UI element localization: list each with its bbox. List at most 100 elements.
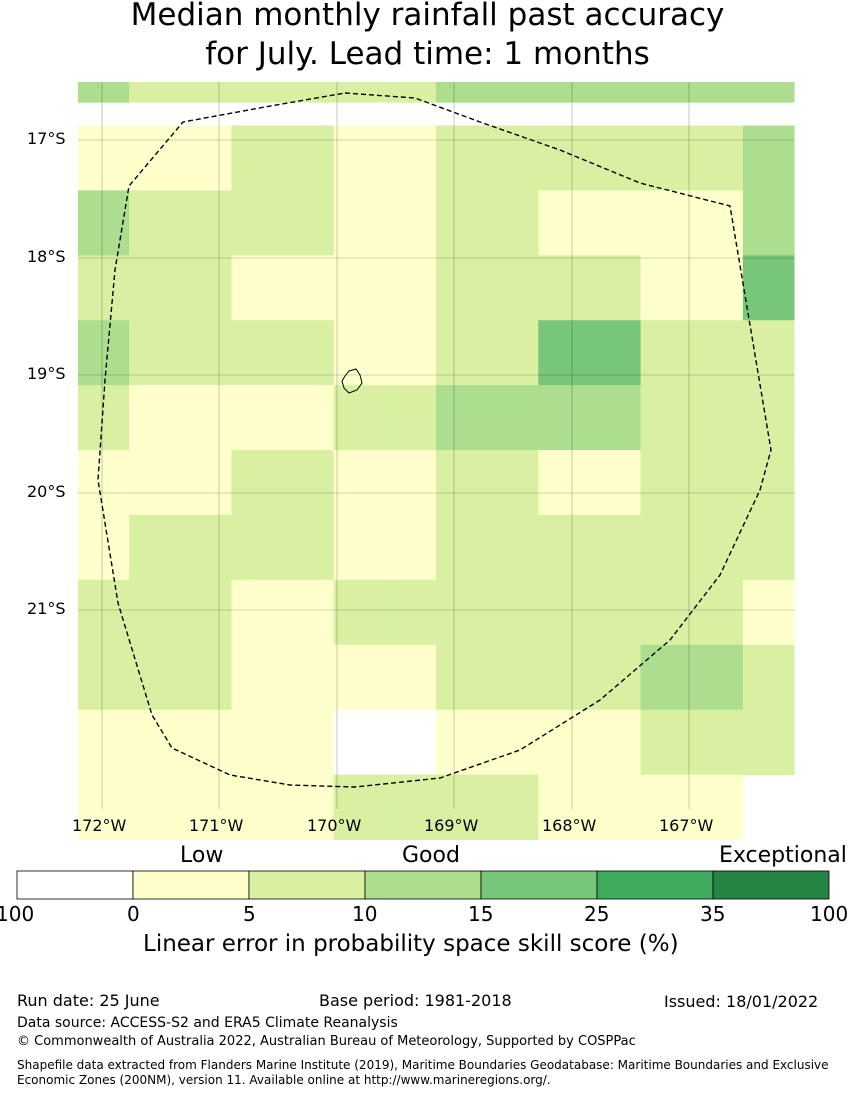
skill-grid-cell [742,385,795,451]
skill-grid-cell [640,385,693,451]
skill-grid-cell [538,514,590,581]
skill-grid-cell [231,255,284,321]
lat-label-21s: 21°S [27,599,66,618]
skill-grid-cell [538,579,590,646]
lat-label-20s: 20°S [27,482,66,501]
skill-grid-cell [78,125,130,191]
map-title-line-2: for July. Lead time: 1 months [205,36,650,72]
skill-grid-cell [589,450,642,516]
colorbar [16,870,830,900]
skill-grid-cell [640,579,693,646]
skill-grid-cell [180,320,232,386]
lat-label-18s: 18°S [27,247,66,266]
category-low: Low [180,843,224,868]
skill-grid-cell [640,774,693,841]
lon-label-167w: 167°W [659,816,714,835]
skill-grid-cell [640,190,693,256]
skill-grid-cell [384,514,437,581]
issued-date: Issued: 18/01/2022 [664,992,819,1011]
skill-grid-cell [742,514,795,581]
colorbar-tick-label: 25 [584,902,610,926]
colorbar-tick-label: 5 [243,902,256,926]
skill-grid-cell [436,579,488,646]
skill-grid-cell [282,82,335,103]
skill-grid-cell [589,709,642,776]
run-date: Run date: 25 June [17,991,160,1010]
skill-grid-cell [180,255,232,321]
category-good: Good [402,843,460,868]
skill-grid-cell [742,644,795,711]
skill-grid-cell [436,644,488,711]
skill-grid-cell [129,385,181,451]
skill-grid-cell [180,709,232,776]
skill-grid-cell [538,774,590,841]
skill-grid-cell [589,644,642,711]
colorbar-segment [248,870,366,900]
lon-label-169w: 169°W [424,816,479,835]
skill-grid-cell [180,514,232,581]
skill-grid-cell [231,450,284,516]
skill-grid-cell [538,255,590,321]
skill-grid-cell [436,450,488,516]
skill-grid-cell [589,125,642,191]
colorbar-title: Linear error in probability space skill … [143,931,679,957]
skill-grid-cell [487,385,539,451]
colorbar-tick-label: 15 [468,902,494,926]
skill-grid-cell [129,82,181,103]
skill-grid-cell [691,514,744,581]
skill-grid-cell [487,320,539,386]
skill-grid-cell [129,320,181,386]
skill-grid-cell [129,644,181,711]
skill-grid-cell [180,579,232,646]
shapefile-credit-line-2: Economic Zones (200NM), version 11. Avai… [17,1073,551,1087]
skill-grid-cell [78,450,130,516]
niue-island-outline [341,368,363,394]
skill-grid-cell [282,514,335,581]
skill-grid-cell [538,644,590,711]
skill-grid-cell [180,82,232,103]
skill-grid-cell [742,82,795,103]
skill-grid-cell [231,190,284,256]
skill-grid-cell [129,774,181,841]
skill-grid-cell [180,190,232,256]
lat-label-19s: 19°S [27,364,66,383]
skill-grid-cell [436,190,488,256]
skill-grid-cell [436,255,488,321]
skill-grid-cell [436,709,488,776]
skill-grid-cell [231,82,284,103]
skill-grid-cell [180,385,232,451]
skill-grid-cell [640,450,693,516]
lat-label-17s: 17°S [27,129,66,148]
skill-grid-cell [180,125,232,191]
skill-grid-cell [538,82,590,103]
skill-grid-cell [384,190,437,256]
skill-grid-cell [333,255,386,321]
skill-grid-cell [538,320,590,386]
skill-grid-cell [231,385,284,451]
skill-grid-cell [333,644,386,711]
skill-grid-cell [640,709,693,776]
skill-grid-cell [487,125,539,191]
skill-grid-cell [589,579,642,646]
skill-grid-cell [742,190,795,256]
skill-grid-cell [589,774,642,841]
skill-grid-cell [129,579,181,646]
skill-grid-cell [640,82,693,103]
skill-grid-cell [384,82,437,103]
skill-grid-cell [742,255,795,321]
skill-grid-cell [589,82,642,103]
skill-grid-cell [384,385,437,451]
skill-grid-cell [333,774,386,841]
skill-grid-cell [640,320,693,386]
skill-grid-cell [180,644,232,711]
colorbar-tick-label: 10 [352,902,378,926]
skill-grid-cell [333,514,386,581]
colorbar-tick-label: 100 [810,902,849,926]
skill-grid-cell [231,774,284,841]
skill-grid-cell [538,190,590,256]
skill-grid-cell [538,709,590,776]
skill-grid-cell [691,190,744,256]
skill-grid-cell [436,774,488,841]
skill-grid-cell [640,514,693,581]
